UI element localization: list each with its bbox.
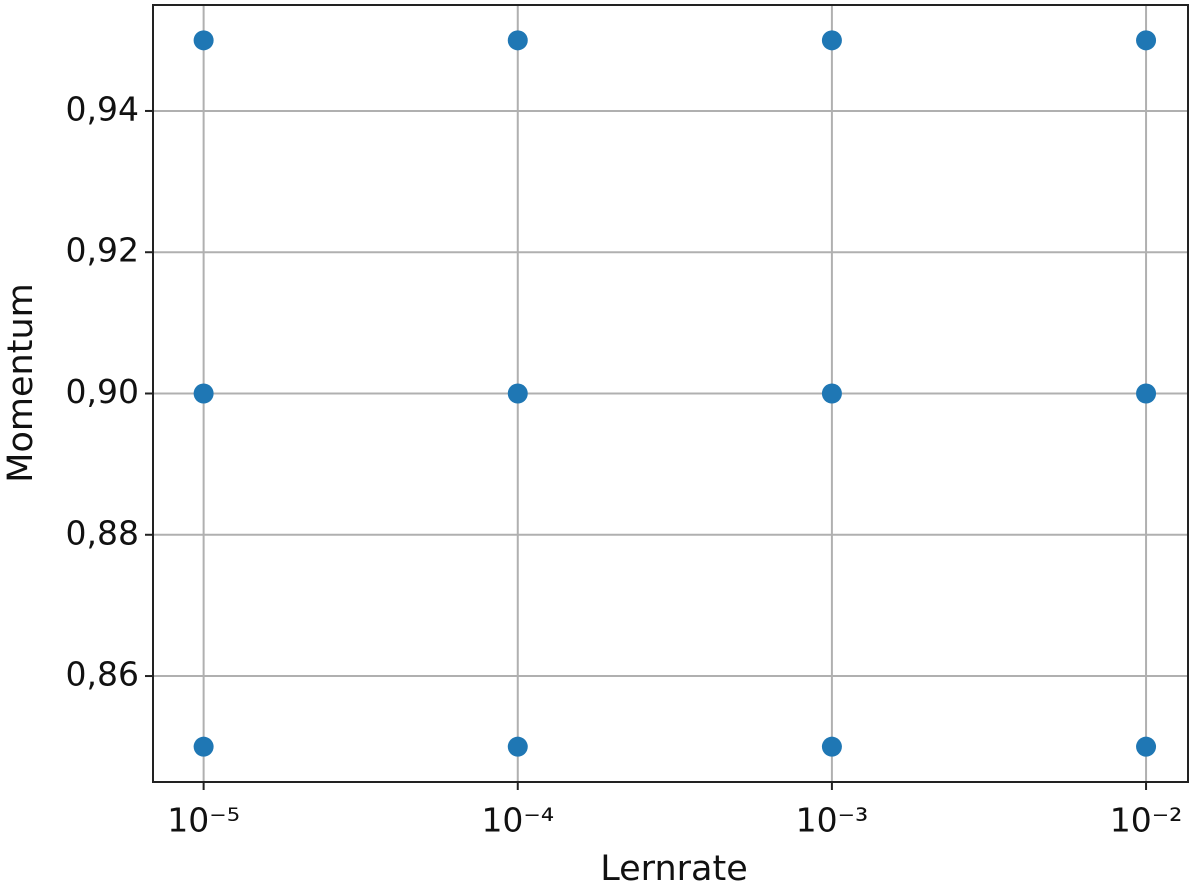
point: [507, 736, 528, 757]
y-tick-label: 0,94: [66, 89, 139, 128]
x-tick-label: 10⁻⁴: [481, 801, 554, 840]
y-axis-label: Momentum: [1, 283, 41, 482]
point: [193, 30, 214, 51]
x-axis-label: Lernrate: [600, 849, 747, 889]
point: [821, 383, 842, 404]
y-tick-label: 0,92: [66, 231, 139, 270]
point: [1136, 30, 1157, 51]
point: [821, 30, 842, 51]
point: [507, 383, 528, 404]
point: [1136, 736, 1157, 757]
point: [821, 736, 842, 757]
point: [193, 383, 214, 404]
x-tick-label: 10⁻⁵: [167, 801, 240, 840]
y-tick-label: 0,86: [66, 655, 139, 694]
y-tick-label: 0,90: [66, 372, 139, 411]
point: [507, 30, 528, 51]
x-tick-label: 10⁻³: [796, 801, 869, 840]
grid: [153, 5, 1188, 782]
y-tick-label: 0,88: [66, 513, 139, 552]
marks: [193, 30, 1157, 757]
point: [193, 736, 214, 757]
x-tick-label: 10⁻²: [1110, 801, 1183, 840]
point: [1136, 383, 1157, 404]
